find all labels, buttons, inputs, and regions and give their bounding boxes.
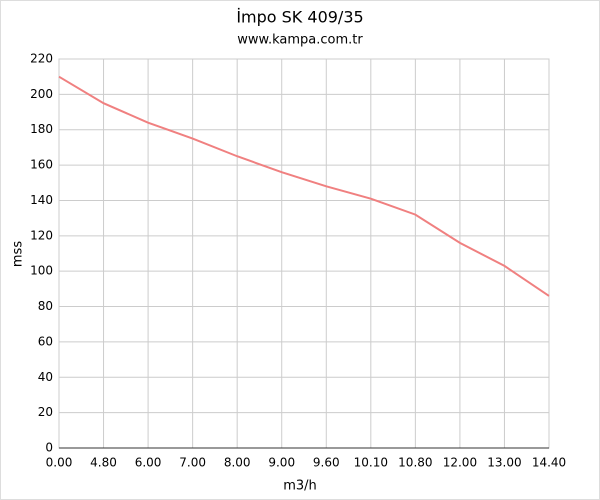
y-tick-label: 120 bbox=[30, 228, 53, 242]
x-tick-label: 4.80 bbox=[90, 456, 117, 470]
y-tick-label: 160 bbox=[30, 158, 53, 172]
x-tick-label: 9.60 bbox=[313, 456, 340, 470]
data-line bbox=[58, 75, 550, 297]
y-tick-label: 80 bbox=[38, 299, 53, 313]
x-tick-label: 13.00 bbox=[487, 456, 521, 470]
x-tick-label: 9.00 bbox=[268, 456, 295, 470]
x-tick-label: 8.00 bbox=[224, 456, 251, 470]
x-axis-label: m3/h bbox=[283, 479, 317, 494]
chart-title: İmpo SK 409/35 bbox=[236, 8, 363, 27]
y-tick-label: 60 bbox=[38, 334, 53, 348]
y-tick-label: 40 bbox=[38, 370, 53, 384]
y-tick-label: 220 bbox=[30, 52, 53, 66]
chart-subtitle: www.kampa.com.tr bbox=[237, 33, 363, 48]
y-axis-label: mss bbox=[11, 241, 26, 267]
plot-area bbox=[58, 58, 550, 449]
x-tick-label: 12.00 bbox=[443, 456, 477, 470]
x-tick-label: 7.00 bbox=[179, 456, 206, 470]
y-tick-label: 180 bbox=[30, 122, 53, 136]
x-tick-label: 10.10 bbox=[354, 456, 388, 470]
y-tick-label: 140 bbox=[30, 193, 53, 207]
y-tick-label: 0 bbox=[45, 441, 53, 455]
x-tick-label: 0.00 bbox=[46, 456, 73, 470]
y-tick-label: 100 bbox=[30, 264, 53, 278]
y-tick-label: 20 bbox=[38, 405, 53, 419]
x-tick-label: 14.40 bbox=[532, 456, 566, 470]
y-tick-label: 200 bbox=[30, 87, 53, 101]
x-tick-label: 6.00 bbox=[135, 456, 162, 470]
x-tick-label: 10.80 bbox=[398, 456, 432, 470]
